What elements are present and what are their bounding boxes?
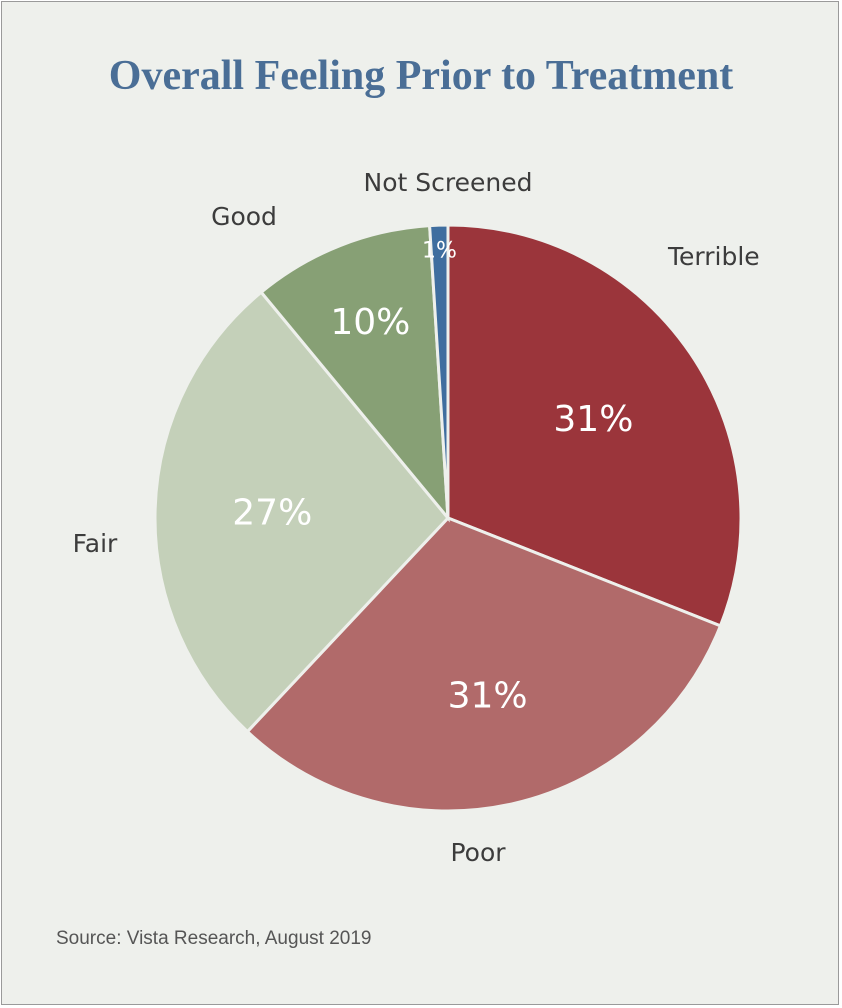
category-label: Fair	[73, 529, 118, 558]
pie-slice-fair	[153, 290, 450, 734]
data-label: 10%	[330, 302, 410, 343]
pie-slice-good	[259, 223, 450, 523]
data-label: 1%	[422, 239, 457, 264]
pie-slice-terrible	[446, 223, 743, 628]
category-label: Poor	[450, 838, 506, 867]
data-label: 31%	[448, 675, 528, 716]
data-label: 31%	[553, 399, 633, 440]
category-label: Terrible	[667, 242, 760, 271]
data-label: 27%	[232, 492, 312, 533]
category-label: Good	[211, 202, 277, 231]
category-label: Not Screened	[364, 168, 533, 197]
source-note: Source: Vista Research, August 2019	[56, 928, 372, 949]
chart-title: Overall Feeling Prior to Treatment	[108, 53, 734, 99]
pie-slice-poor	[245, 516, 723, 813]
pie-slice-not-screened	[428, 223, 450, 519]
